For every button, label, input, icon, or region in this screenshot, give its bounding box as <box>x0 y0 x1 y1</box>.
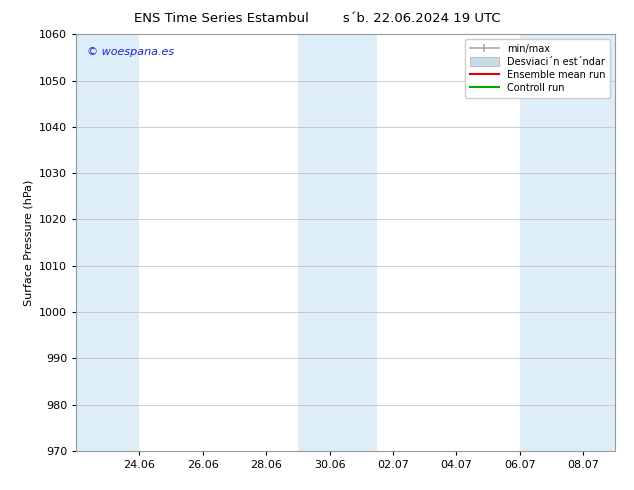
Bar <box>298 34 377 451</box>
Y-axis label: Surface Pressure (hPa): Surface Pressure (hPa) <box>23 179 34 306</box>
Bar <box>520 34 615 451</box>
Text: © woespana.es: © woespana.es <box>87 47 174 57</box>
Bar <box>76 34 139 451</box>
Text: ENS Time Series Estambul        s´b. 22.06.2024 19 UTC: ENS Time Series Estambul s´b. 22.06.2024… <box>134 12 500 25</box>
Legend: min/max, Desviaci´n est´ndar, Ensemble mean run, Controll run: min/max, Desviaci´n est´ndar, Ensemble m… <box>465 39 610 98</box>
